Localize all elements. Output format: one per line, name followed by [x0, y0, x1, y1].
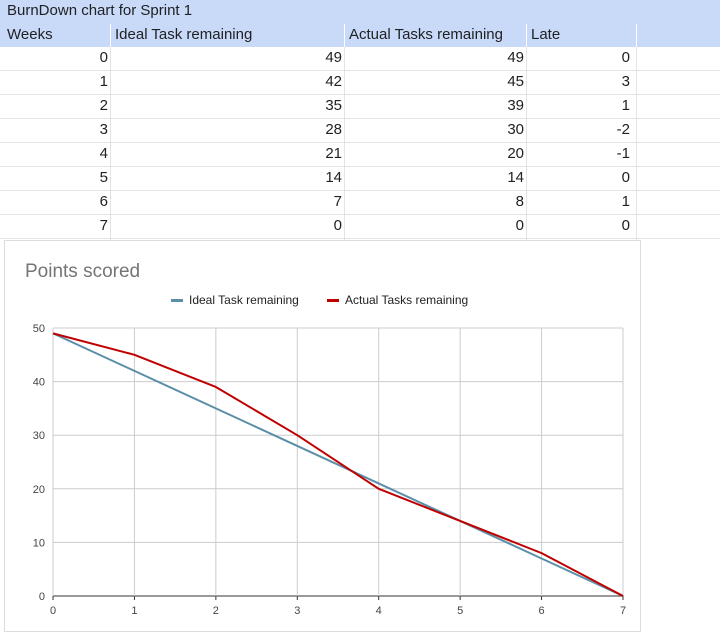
table-cell[interactable]: 3 [622, 73, 630, 90]
header-divider [110, 24, 111, 47]
header-actual[interactable]: Actual Tasks remaining [349, 26, 503, 43]
table-cell[interactable]: 0 [334, 217, 342, 234]
table-cell[interactable]: 1 [622, 193, 630, 210]
table-cell[interactable]: 7 [100, 217, 108, 234]
table-cell[interactable]: 3 [100, 121, 108, 138]
table-cell[interactable]: 49 [325, 49, 342, 66]
x-tick-label: 0 [50, 605, 56, 617]
table-cell[interactable]: 49 [507, 49, 524, 66]
table-cell[interactable]: 6 [100, 193, 108, 210]
table-cell[interactable]: 0 [516, 217, 524, 234]
table-cell[interactable]: 2 [100, 97, 108, 114]
table-cell[interactable]: 45 [507, 73, 524, 90]
header-row: Weeks Ideal Task remaining Actual Tasks … [0, 24, 720, 47]
table-row: 2 35 39 1 [0, 95, 720, 119]
table-cell[interactable]: 0 [622, 49, 630, 66]
table-row: 0 49 49 0 [0, 47, 720, 71]
table-cell[interactable]: 0 [622, 169, 630, 186]
table-row: 5 14 14 0 [0, 167, 720, 191]
table-cell[interactable]: 4 [100, 145, 108, 162]
sheet-title-row[interactable]: BurnDown chart for Sprint 1 [0, 0, 720, 24]
x-tick-label: 7 [620, 605, 626, 617]
header-divider [636, 24, 637, 47]
x-tick-label: 1 [131, 605, 137, 617]
y-tick-label: 40 [33, 377, 45, 389]
table-cell[interactable]: 0 [100, 49, 108, 66]
line-chart: 0 10 20 30 40 50 0 1 2 3 4 5 6 7 [5, 241, 642, 633]
table-cell[interactable]: 14 [325, 169, 342, 186]
ideal-series-line [53, 333, 623, 596]
column-divider [344, 47, 345, 240]
table-row: 6 7 8 1 [0, 191, 720, 215]
x-tick-label: 6 [539, 605, 545, 617]
header-weeks[interactable]: Weeks [7, 26, 53, 43]
table-cell[interactable]: -2 [617, 121, 630, 138]
header-late[interactable]: Late [531, 26, 560, 43]
table-row: 1 42 45 3 [0, 71, 720, 95]
table-cell[interactable]: 28 [325, 121, 342, 138]
y-tick-label: 50 [33, 323, 45, 335]
y-tick-label: 0 [39, 591, 45, 603]
table-row: 7 0 0 0 [0, 215, 720, 239]
x-tick-label: 3 [294, 605, 300, 617]
column-divider [110, 47, 111, 240]
header-divider [526, 24, 527, 47]
sheet-title: BurnDown chart for Sprint 1 [7, 2, 192, 19]
table-row: 4 21 20 -1 [0, 143, 720, 167]
chart-panel[interactable]: Points scored Ideal Task remaining Actua… [4, 240, 641, 632]
table-cell[interactable]: 0 [622, 217, 630, 234]
table-cell[interactable]: 8 [516, 193, 524, 210]
x-tick-label: 2 [213, 605, 219, 617]
column-divider [636, 47, 637, 240]
y-tick-label: 20 [33, 484, 45, 496]
table-cell[interactable]: 42 [325, 73, 342, 90]
table-cell[interactable]: 21 [325, 145, 342, 162]
table-cell[interactable]: 30 [507, 121, 524, 138]
table-cell[interactable]: 1 [100, 73, 108, 90]
table-cell[interactable]: -1 [617, 145, 630, 162]
table-cell[interactable]: 35 [325, 97, 342, 114]
y-tick-label: 10 [33, 537, 45, 549]
x-tick-label: 5 [457, 605, 463, 617]
table-cell[interactable]: 14 [507, 169, 524, 186]
table-cell[interactable]: 7 [334, 193, 342, 210]
header-divider [344, 24, 345, 47]
column-divider [526, 47, 527, 240]
header-ideal[interactable]: Ideal Task remaining [115, 26, 252, 43]
x-tick-label: 4 [376, 605, 382, 617]
row-gridline [0, 238, 720, 239]
y-tick-label: 30 [33, 430, 45, 442]
table-cell[interactable]: 5 [100, 169, 108, 186]
table-cell[interactable]: 20 [507, 145, 524, 162]
table-cell[interactable]: 1 [622, 97, 630, 114]
table-row: 3 28 30 -2 [0, 119, 720, 143]
table-cell[interactable]: 39 [507, 97, 524, 114]
